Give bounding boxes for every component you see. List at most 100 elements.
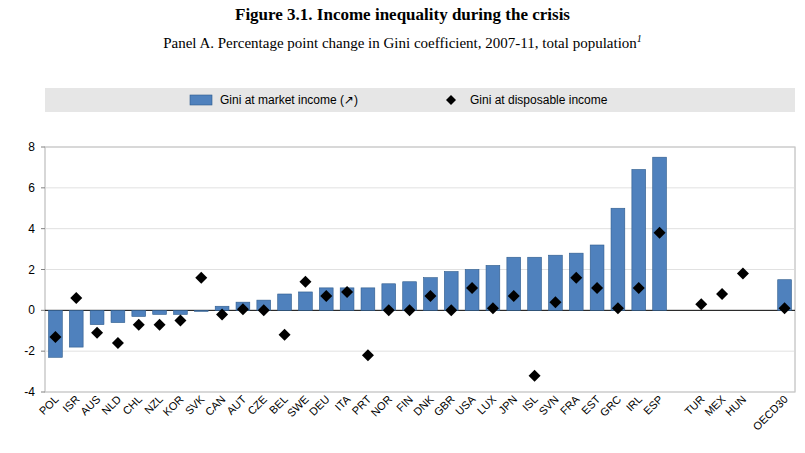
tick-label: -2 bbox=[24, 344, 35, 358]
grid-line bbox=[45, 147, 795, 148]
diamond-marker bbox=[487, 302, 499, 314]
category-label: SWE bbox=[285, 393, 311, 419]
category-label: OECD30 bbox=[750, 393, 790, 433]
category-label: GRC bbox=[598, 393, 624, 419]
bar bbox=[528, 257, 542, 310]
diamond-marker bbox=[70, 292, 82, 304]
category-label: DNK bbox=[411, 392, 436, 417]
grid-line bbox=[45, 187, 795, 188]
bar bbox=[361, 288, 375, 310]
category-label: PRT bbox=[349, 393, 373, 417]
bar bbox=[507, 257, 521, 310]
diamond-marker bbox=[654, 227, 666, 239]
tick-mark bbox=[41, 351, 45, 352]
category-label: IRL bbox=[624, 393, 645, 414]
category-label: LUX bbox=[475, 392, 499, 416]
tick-mark bbox=[41, 147, 45, 148]
tick-label: 4 bbox=[28, 222, 35, 236]
category-label: SVK bbox=[183, 392, 208, 417]
tick-label: 8 bbox=[28, 140, 35, 154]
legend-label: Gini at market income (↗) bbox=[220, 93, 358, 107]
diamond-marker bbox=[133, 319, 145, 331]
legend-swatch bbox=[446, 95, 456, 105]
bar bbox=[194, 310, 208, 311]
diamond-marker bbox=[508, 290, 520, 302]
grid-line bbox=[45, 228, 795, 229]
tick-label: 0 bbox=[28, 303, 35, 317]
bar bbox=[90, 310, 104, 324]
diamond-marker bbox=[633, 282, 645, 294]
diamond-marker bbox=[612, 302, 624, 314]
category-label: KOR bbox=[160, 393, 185, 418]
bar bbox=[465, 270, 479, 311]
bar bbox=[569, 253, 583, 310]
category-label: NZL bbox=[142, 393, 165, 416]
grid-line bbox=[45, 351, 795, 352]
category-label: FRA bbox=[558, 392, 583, 417]
diamond-marker bbox=[237, 303, 249, 315]
category-label: SVN bbox=[536, 393, 561, 418]
bar bbox=[174, 310, 188, 314]
diamond-marker bbox=[112, 337, 124, 349]
tick-mark bbox=[41, 228, 45, 229]
category-label: POL bbox=[37, 393, 61, 417]
tick-mark bbox=[41, 310, 45, 311]
tick-label: -4 bbox=[24, 385, 35, 399]
category-label: TUR bbox=[682, 393, 707, 418]
plot-frame bbox=[45, 147, 795, 392]
bar bbox=[299, 292, 313, 310]
tick-label: 6 bbox=[28, 181, 35, 195]
diamond-marker bbox=[91, 327, 103, 339]
diamond-marker bbox=[424, 290, 436, 302]
category-label: ESP bbox=[641, 393, 665, 417]
bar bbox=[653, 157, 667, 310]
bar bbox=[278, 294, 292, 310]
diamond-marker bbox=[383, 304, 395, 316]
diamond-marker bbox=[591, 282, 603, 294]
bar bbox=[319, 288, 333, 310]
diamond-marker bbox=[49, 331, 61, 343]
legend-label: Gini at disposable income bbox=[470, 93, 608, 107]
diamond-marker bbox=[570, 272, 582, 284]
diamond-marker bbox=[154, 319, 166, 331]
legend-swatch bbox=[190, 95, 212, 105]
bar bbox=[153, 310, 167, 314]
grid-line bbox=[45, 392, 795, 393]
tick-mark bbox=[41, 392, 45, 393]
diamond-marker bbox=[716, 288, 728, 300]
subtitle-note: 1 bbox=[637, 33, 642, 44]
category-label: MEX bbox=[702, 392, 728, 418]
category-label: NOR bbox=[368, 393, 394, 419]
category-label: HUN bbox=[723, 393, 748, 418]
bar bbox=[111, 310, 125, 322]
diamond-marker bbox=[216, 308, 228, 320]
diamond-marker bbox=[445, 304, 457, 316]
grid-line bbox=[45, 269, 795, 270]
tick-mark bbox=[41, 187, 45, 188]
diamond-marker bbox=[174, 315, 186, 327]
bar bbox=[132, 310, 146, 316]
diamond-marker bbox=[779, 302, 791, 314]
diamond-marker bbox=[320, 290, 332, 302]
category-label: ISR bbox=[60, 393, 81, 414]
subtitle: Panel A. Percentage point change in Gini… bbox=[163, 33, 642, 51]
category-label: CHL bbox=[120, 393, 144, 417]
title: Figure 3.1. Income inequality during the… bbox=[235, 5, 570, 24]
category-label: DEU bbox=[307, 393, 332, 418]
bar bbox=[632, 169, 646, 310]
diamond-marker bbox=[737, 268, 749, 280]
marks bbox=[49, 157, 792, 381]
bar bbox=[590, 245, 604, 310]
category-label: CZE bbox=[245, 393, 269, 417]
legend-band bbox=[45, 88, 795, 112]
category-label: GBR bbox=[431, 393, 456, 418]
bar bbox=[549, 255, 563, 310]
category-label: JPN bbox=[496, 393, 519, 416]
diamond-marker bbox=[466, 282, 478, 294]
category-label: AUS bbox=[78, 393, 102, 417]
category-label: CAN bbox=[203, 393, 228, 418]
bar bbox=[424, 278, 438, 311]
category-label: USA bbox=[453, 392, 478, 417]
diamond-marker bbox=[404, 304, 416, 316]
tick-mark bbox=[41, 269, 45, 270]
